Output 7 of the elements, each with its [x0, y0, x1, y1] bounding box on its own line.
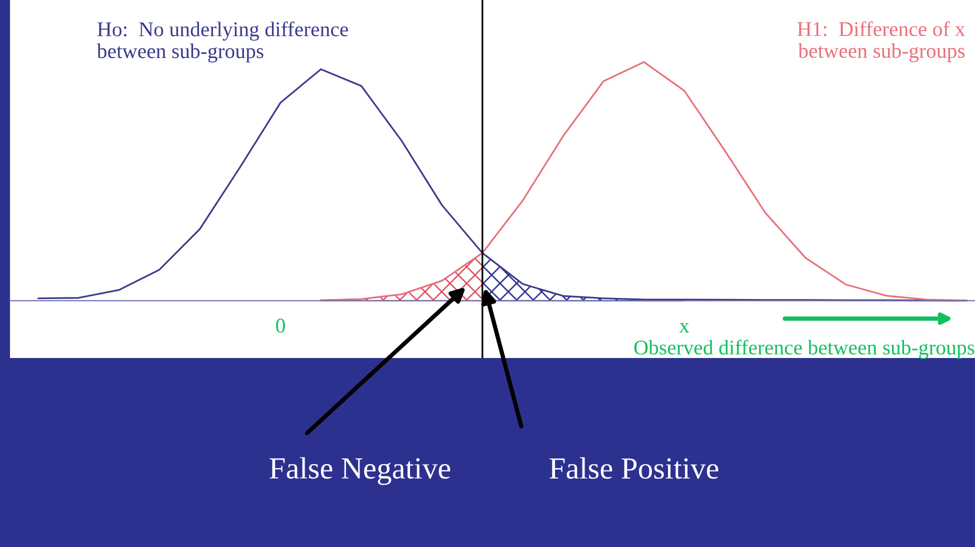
x-tick-label: 0 [276, 318, 285, 333]
text: H1: Difference of x between sub-groups [797, 21, 966, 62]
x-tick-label: x [679, 322, 690, 333]
x-axis-title: Observed difference between sub-groups [634, 340, 974, 359]
series-label: Ho: No underlying difference between sub-groups [96, 21, 348, 62]
text: False Positive [550, 457, 718, 479]
text: False Negative [270, 457, 450, 485]
